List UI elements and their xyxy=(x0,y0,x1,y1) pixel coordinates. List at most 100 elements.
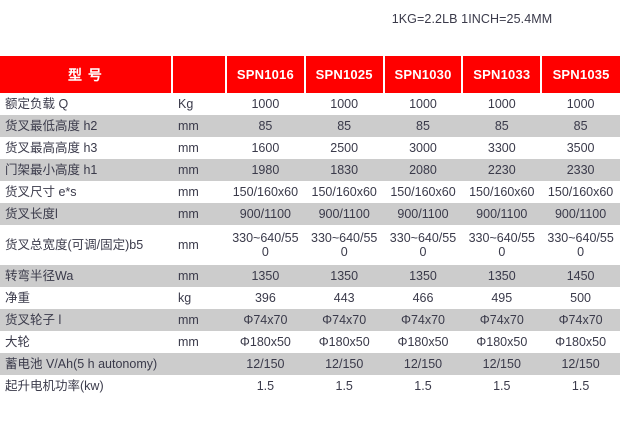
row-label: 门架最小高度 h1 xyxy=(5,163,98,177)
row-unit: kg xyxy=(178,291,192,305)
row-value: 466 xyxy=(412,291,434,305)
header-model-spn1033: SPN1033 xyxy=(461,56,542,93)
row-value: 495 xyxy=(491,291,513,305)
row-label: 起升电机功率(kw) xyxy=(5,379,104,393)
row-unit: mm xyxy=(178,313,199,327)
table-row: 货叉总宽度(可调/固定)b5 mm 330~640/550 330~640/550 33… xyxy=(0,225,620,265)
row-value: 1000 xyxy=(487,97,516,111)
row-label: 货叉最低高度 h2 xyxy=(5,119,98,133)
row-value: Φ74x70 xyxy=(479,313,524,327)
row-value: 900/1100 xyxy=(476,207,528,221)
table-row: 净重 kg 396 443 466 495 500 xyxy=(0,287,620,309)
row-value: 1830 xyxy=(330,163,359,177)
row-value: 1450 xyxy=(566,269,595,283)
row-value: 150/160x60 xyxy=(469,185,535,199)
row-value: 150/160x60 xyxy=(547,185,614,199)
row-unit: mm xyxy=(178,269,199,283)
table-row: 额定负载 Q Kg 1000 1000 1000 1000 1000 xyxy=(0,93,620,115)
row-label: 大轮 xyxy=(5,335,31,349)
row-value: 1.5 xyxy=(256,379,275,393)
row-value: 1000 xyxy=(330,97,359,111)
header-model-spn1030: SPN1030 xyxy=(382,56,463,93)
table-row: 起升电机功率(kw) 1.5 1.5 1.5 1.5 1.5 xyxy=(0,375,620,397)
row-value: 900/1100 xyxy=(239,207,291,221)
row-unit: mm xyxy=(178,163,199,177)
row-label: 额定负载 Q xyxy=(5,97,69,111)
table-row: 货叉最高高度 h3 mm 1600 2500 3000 3300 3500 xyxy=(0,137,620,159)
row-value: 1.5 xyxy=(571,379,590,393)
row-value: 12/150 xyxy=(325,357,364,371)
row-value: 1000 xyxy=(409,97,437,111)
row-value: 900/1100 xyxy=(397,207,449,221)
header-unit-label xyxy=(171,56,226,93)
row-value: 85 xyxy=(258,119,273,133)
row-label: 货叉尺寸 e*s xyxy=(5,185,77,199)
table-row: 货叉轮子 l mm Φ74x70 Φ74x70 Φ74x70 Φ74x70 Φ74x70 xyxy=(0,309,620,331)
row-value: 2230 xyxy=(487,163,516,177)
row-value: 1350 xyxy=(487,269,516,283)
row-unit xyxy=(172,353,226,375)
table-row: 货叉尺寸 e*s mm 150/160x60 150/160x60 150/160x60… xyxy=(0,181,620,203)
row-value: 900/1100 xyxy=(554,207,607,221)
row-unit: mm xyxy=(178,141,199,155)
row-value: 1350 xyxy=(251,269,280,283)
table-row: 大轮 mm Φ180x50 Φ180x50 Φ180x50 Φ180x50 Φ180x50 xyxy=(0,331,620,353)
row-value: 443 xyxy=(333,291,355,305)
row-value: 12/150 xyxy=(561,357,600,371)
row-label: 货叉长度l xyxy=(5,207,58,221)
row-unit: mm xyxy=(178,185,199,199)
row-label: 货叉最高高度 h3 xyxy=(5,141,98,155)
row-value: 1.5 xyxy=(414,379,432,393)
row-label: 蓄电池 V/Ah(5 h autonomy) xyxy=(5,357,158,371)
row-value: 1000 xyxy=(566,97,595,111)
row-value: 12/150 xyxy=(246,357,285,371)
table-row: 蓄电池 V/Ah(5 h autonomy) 12/150 12/150 12/150… xyxy=(0,353,620,375)
row-value: 3500 xyxy=(566,141,595,155)
row-value: 396 xyxy=(254,291,276,305)
row-value: Φ180x50 xyxy=(397,335,449,349)
row-value: 330~640/550 xyxy=(311,231,378,259)
row-value: Φ180x50 xyxy=(555,335,607,349)
row-value: 2080 xyxy=(409,163,437,177)
row-value: 3000 xyxy=(409,141,437,155)
row-value: 85 xyxy=(337,119,352,133)
row-value: 1350 xyxy=(330,269,359,283)
row-value: Φ180x50 xyxy=(239,335,291,349)
row-value: 1980 xyxy=(251,163,280,177)
row-value: Φ74x70 xyxy=(243,313,288,327)
header-model-spn1025: SPN1025 xyxy=(303,56,384,93)
unit-conversion-note: 1KG=2.2LB 1INCH=25.4MM xyxy=(0,0,620,56)
row-label: 净重 xyxy=(5,291,31,305)
row-value: 1.5 xyxy=(493,379,511,393)
header-model-label: 型 号 xyxy=(68,66,103,83)
row-value: 2330 xyxy=(566,163,595,177)
row-value: 85 xyxy=(573,119,588,133)
row-value: 150/160x60 xyxy=(311,185,377,199)
table-row: 货叉长度l mm 900/1100 900/1100 900/1100 900/1100 9… xyxy=(0,203,620,225)
row-value: Φ74x70 xyxy=(400,313,445,327)
row-value: 1000 xyxy=(251,97,280,111)
row-value: 1350 xyxy=(409,269,437,283)
row-label: 转弯半径Wa xyxy=(5,269,74,283)
row-value: 330~640/550 xyxy=(389,231,457,259)
table-row: 门架最小高度 h1 mm 1980 1830 2080 2230 2330 xyxy=(0,159,620,181)
row-value: 3300 xyxy=(487,141,516,155)
row-value: 1600 xyxy=(251,141,280,155)
row-value: 1.5 xyxy=(335,379,353,393)
row-value: 500 xyxy=(570,291,592,305)
row-value: 330~640/550 xyxy=(468,231,535,259)
row-value: 12/150 xyxy=(403,357,443,371)
row-label: 货叉轮子 l xyxy=(5,313,62,327)
row-value: 330~640/550 xyxy=(232,231,299,259)
row-value: 900/1100 xyxy=(318,207,370,221)
row-unit: mm xyxy=(178,335,199,349)
table-body: 额定负载 Q Kg 1000 1000 1000 1000 1000 货叉最低高度 h2 mm 8… xyxy=(0,93,620,397)
row-value: 12/150 xyxy=(482,357,521,371)
table-header: 型 号 SPN1016 SPN1025 SPN1030 SPN1033 SPN1… xyxy=(0,56,620,93)
table-row: 转弯半径Wa mm 1350 1350 1350 1350 1450 xyxy=(0,265,620,287)
row-unit: mm xyxy=(178,119,199,133)
unit-conversion-text: 1KG=2.2LB 1INCH=25.4MM xyxy=(391,12,553,26)
row-value: 330~640/550 xyxy=(547,231,614,259)
row-value: Φ74x70 xyxy=(558,313,603,327)
header-model-spn1016: SPN1016 xyxy=(225,56,305,93)
